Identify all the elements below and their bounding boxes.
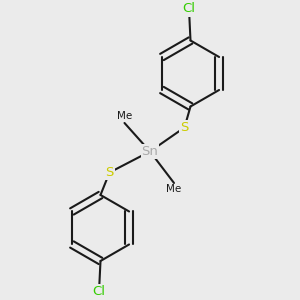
- Text: Me: Me: [167, 184, 182, 194]
- Text: S: S: [180, 121, 189, 134]
- Text: Sn: Sn: [142, 145, 158, 158]
- Text: Me: Me: [117, 112, 132, 122]
- Text: Cl: Cl: [182, 2, 196, 16]
- Text: S: S: [105, 166, 114, 179]
- Text: Cl: Cl: [92, 285, 106, 298]
